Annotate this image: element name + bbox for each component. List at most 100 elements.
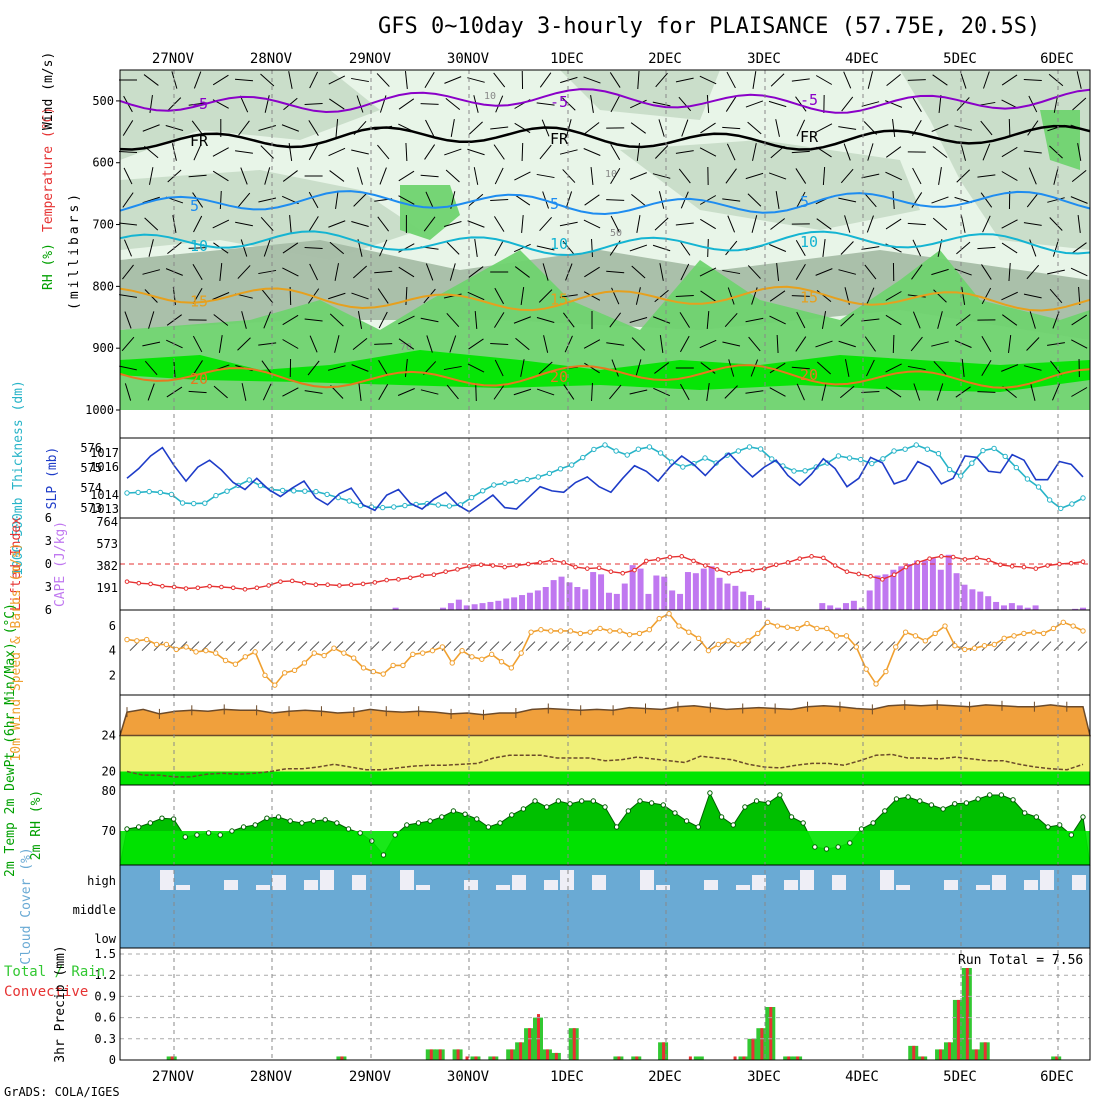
li-point [220,585,224,589]
cape-bar [448,603,454,610]
rh2m-point [428,819,432,823]
rh2m-point [253,823,257,827]
precip-conv-bar [573,1028,576,1060]
surface-wind-barb [766,642,775,651]
cape-bar [906,564,912,610]
rh2m-point [719,815,723,819]
surface-wind-barb [142,642,151,651]
wind-speed-series-point [884,669,888,673]
high-cloud-bar [640,870,654,890]
panel8-ylabel: 3hr Precip (mm) [53,945,68,1062]
precip-conv-bar [635,1056,638,1060]
thickness-series-point [292,489,296,493]
thickness-series-point [703,456,707,460]
rh2m-point [743,805,747,809]
rh2m-point [824,847,828,851]
thickness-series-point [1081,496,1085,500]
surface-wind-barb [778,642,787,651]
date-label-top: 27NOV [152,51,195,67]
rh2m-point [579,799,583,803]
rh2m-point [673,811,677,815]
high-cloud-bar [736,885,750,890]
li-point [704,564,708,568]
surface-wind-barb [634,642,643,651]
thickness-series-point [947,467,951,471]
cape-bar [1009,603,1015,610]
cape-bar [503,599,509,611]
li-point [609,570,613,574]
rh-contour-label: 50 [610,228,622,239]
li-point [526,562,530,566]
date-label-bottom: 1DEC [550,1069,584,1085]
slp-tick: 1014 [90,488,119,502]
isotherm-label: 15 [800,289,818,307]
rh2m-point [883,809,887,813]
dewpoint-band [120,736,1090,772]
cape-bar [701,569,707,610]
isotherm-label: 5 [190,197,199,215]
rh2m-point [848,841,852,845]
wind-speed-series-point [125,637,129,641]
rh2m-point [521,807,525,811]
li-point [668,555,672,559]
precip-conv-bar [340,1056,343,1060]
li-point [727,571,731,575]
li-point [1022,565,1026,569]
precip-tick: 0.9 [94,989,116,1003]
li-point [361,582,365,586]
li-point [656,558,660,562]
surface-wind-barb [346,642,355,651]
rh2m-point [125,827,129,831]
cape-bar [875,576,881,611]
thickness-series-point [747,445,751,449]
precip-conv-bar [519,1042,522,1060]
wind-speed-series-point [351,656,355,660]
rh2m-point [393,833,397,837]
rh2m-point [510,813,514,817]
thickness-series-point [347,499,351,503]
li-point [196,586,200,590]
li-point [798,557,802,561]
high-cloud-bar [224,880,238,890]
rh2m-point [754,799,758,803]
li-point [940,555,944,559]
li-point [845,570,849,574]
rh2m-point [335,821,339,825]
li-point [692,559,696,563]
rh2m-point [731,823,735,827]
cape-bar [495,601,501,610]
panel3-ylabel-right-line: CAPE (J/kg) [53,521,68,607]
isotherm-label: FR [190,132,209,150]
surface-wind-barb [1078,642,1087,651]
dewpoint-fill [120,772,1090,786]
cape-bar [606,593,612,610]
cape-bar [519,595,525,610]
panel1-units-label: (millibars) [67,191,82,310]
li-point [904,565,908,569]
surface-wind-barb [1066,642,1075,651]
wind-speed-series-point [647,628,651,632]
date-label-bottom: 2DEC [648,1069,682,1085]
li-point [562,561,566,565]
surface-wind-barb [790,642,799,651]
upper-wind-barb [893,335,894,353]
rh2m-point [649,801,653,805]
precip-conv-bar [948,1042,951,1060]
thickness-series-point [603,443,607,447]
li-point [857,572,861,576]
surface-wind-barb [874,642,883,651]
wind-speed-series-point [874,682,878,686]
panel8-ylabel-line: 3hr Precip (mm) [53,945,68,1062]
precip-conv-bar [939,1049,942,1060]
thickness-series-point [636,447,640,451]
li-tick: 3 [45,534,52,548]
rh2m-point [684,819,688,823]
precip-conv-bar [555,1053,558,1060]
wind-speed-series-point [765,620,769,624]
high-cloud-bar [800,870,814,890]
li-point [1010,565,1014,569]
rh2m-base [120,831,1090,865]
wind-speed-series-point [568,629,572,633]
li-point [444,570,448,574]
